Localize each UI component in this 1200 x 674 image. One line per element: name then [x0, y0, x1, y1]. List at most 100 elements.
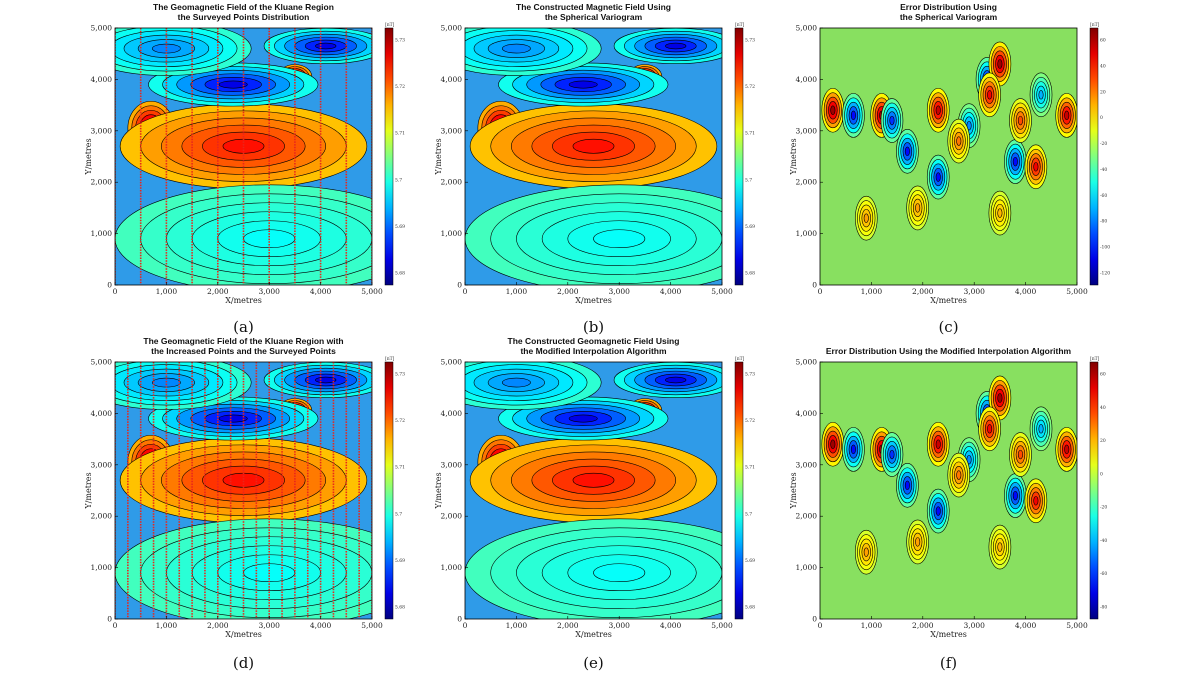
panel-b: The Constructed Magnetic Field Usingthe …	[434, 2, 755, 336]
error-contour	[1064, 444, 1070, 455]
field-contour	[222, 472, 265, 488]
colorbar-tick-label: 5.7	[745, 511, 752, 517]
panel-title: Error Distribution Using the Modified In…	[826, 346, 1072, 356]
error-contour	[935, 506, 941, 516]
panel-title: the Surveyed Points Distribution	[178, 12, 310, 22]
x-tick-label: 3,000	[608, 621, 630, 630]
colorbar-tick-label: -100	[1100, 245, 1110, 251]
colorbar-tick-label: 5.71	[395, 465, 405, 471]
colorbar-tick-label: 5.7	[395, 511, 402, 517]
colorbar-tick-label: 40	[1100, 405, 1106, 411]
colorbar-tick-label: 5.69	[395, 224, 405, 230]
x-tick-label: 1,000	[156, 287, 178, 296]
colorbar-tick-label: 5.71	[395, 131, 405, 137]
plot-frame	[464, 361, 723, 620]
y-tick-label: 2,000	[441, 178, 463, 187]
x-tick-label: 2,000	[912, 287, 934, 296]
colorbar-tick-label: 5.68	[745, 605, 755, 611]
y-tick-label: 2,000	[441, 512, 463, 521]
colorbar-tick-label: 5.73	[745, 38, 755, 44]
panel-title: The Geomagnetic Field of the Kluane Regi…	[143, 336, 343, 346]
plot-frame	[114, 361, 373, 620]
error-contour	[935, 439, 941, 449]
field-contour	[593, 563, 646, 583]
field-contour	[218, 414, 248, 423]
panel-title: the Modified Interpolation Algorithm	[520, 346, 667, 356]
error-contour	[935, 105, 941, 115]
colorbar-tick-label: 5.69	[745, 558, 755, 564]
panel-a: The Geomagnetic Field of the Kluane Regi…	[84, 2, 405, 336]
y-tick-label: 0	[457, 615, 462, 624]
y-tick-label: 4,000	[796, 409, 818, 418]
field-contour	[593, 229, 646, 249]
colorbar	[734, 361, 744, 620]
plot-frame	[464, 27, 723, 286]
error-contour	[1064, 110, 1070, 121]
y-tick-label: 0	[812, 281, 817, 290]
colorbar-tick-label: 5.7	[745, 177, 752, 183]
y-tick-label: 0	[107, 615, 112, 624]
field-contour	[568, 414, 598, 423]
panel-title: The Constructed Magnetic Field Using	[516, 2, 671, 12]
colorbar	[1089, 27, 1099, 286]
y-tick-label: 3,000	[796, 460, 818, 469]
colorbar-tick-label: 5.73	[395, 38, 405, 44]
y-tick-label: 4,000	[91, 75, 113, 84]
x-tick-label: 0	[818, 287, 823, 296]
field-contour	[501, 377, 531, 388]
x-axis-label: X/metres	[930, 630, 967, 639]
field-contour	[572, 472, 615, 488]
field-contour	[222, 138, 265, 154]
x-tick-label: 5,000	[711, 621, 733, 630]
x-tick-label: 1,000	[861, 621, 883, 630]
panel-letter: (d)	[233, 654, 254, 672]
y-tick-label: 2,000	[91, 178, 113, 187]
y-axis-label: Y/metres	[434, 472, 443, 509]
x-axis-label: X/metres	[930, 296, 967, 305]
y-tick-label: 3,000	[91, 126, 113, 135]
error-contour	[904, 480, 910, 491]
field-contour	[665, 42, 687, 50]
colorbar-tick-label: 5.72	[395, 84, 405, 90]
colorbar-tick-label: 5.68	[395, 271, 405, 277]
colorbar-tick-label: 5.71	[745, 465, 755, 471]
y-axis-label: Y/metres	[434, 138, 443, 175]
colorbar-tick-label: 20	[1100, 438, 1106, 444]
panel-letter: (f)	[940, 654, 957, 672]
x-tick-label: 0	[463, 287, 468, 296]
x-tick-label: 0	[463, 621, 468, 630]
y-tick-label: 5,000	[796, 24, 818, 33]
y-tick-label: 2,000	[91, 512, 113, 521]
panel-f: Error Distribution Using the Modified In…	[789, 346, 1107, 672]
x-tick-label: 5,000	[1066, 287, 1088, 296]
error-contour	[1017, 115, 1023, 126]
x-axis-label: X/metres	[575, 630, 612, 639]
y-tick-label: 3,000	[441, 126, 463, 135]
colorbar	[1089, 361, 1099, 620]
error-contour	[1038, 90, 1044, 100]
x-tick-label: 5,000	[361, 621, 383, 630]
error-contour	[997, 208, 1003, 218]
y-tick-label: 5,000	[441, 24, 463, 33]
colorbar-tick-label: -60	[1100, 571, 1107, 577]
error-contour	[997, 542, 1003, 552]
error-contour	[1012, 490, 1018, 501]
y-tick-label: 0	[457, 281, 462, 290]
x-tick-label: 0	[818, 621, 823, 630]
x-axis-label: X/metres	[575, 296, 612, 305]
x-tick-label: 4,000	[660, 287, 682, 296]
y-tick-label: 4,000	[441, 409, 463, 418]
x-tick-label: 3,000	[608, 287, 630, 296]
error-contour	[987, 424, 993, 434]
y-tick-label: 5,000	[91, 358, 113, 367]
x-tick-label: 3,000	[258, 287, 280, 296]
field-contour	[501, 43, 531, 54]
colorbar-tick-label: -20	[1100, 505, 1107, 511]
y-tick-label: 3,000	[91, 460, 113, 469]
panel-title: Error Distribution Using	[900, 2, 997, 12]
error-contour	[1033, 496, 1039, 506]
panel-letter: (c)	[938, 318, 958, 336]
error-contour	[997, 393, 1003, 403]
